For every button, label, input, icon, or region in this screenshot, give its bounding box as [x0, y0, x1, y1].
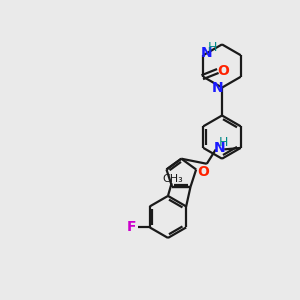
Text: F: F [127, 220, 136, 234]
Text: O: O [217, 64, 229, 78]
Text: N: N [212, 81, 223, 95]
Text: N: N [200, 46, 212, 60]
Text: H: H [208, 41, 218, 54]
Text: H: H [219, 136, 228, 149]
Text: CH₃: CH₃ [163, 174, 184, 184]
Text: N: N [213, 142, 225, 155]
Text: O: O [197, 165, 209, 179]
